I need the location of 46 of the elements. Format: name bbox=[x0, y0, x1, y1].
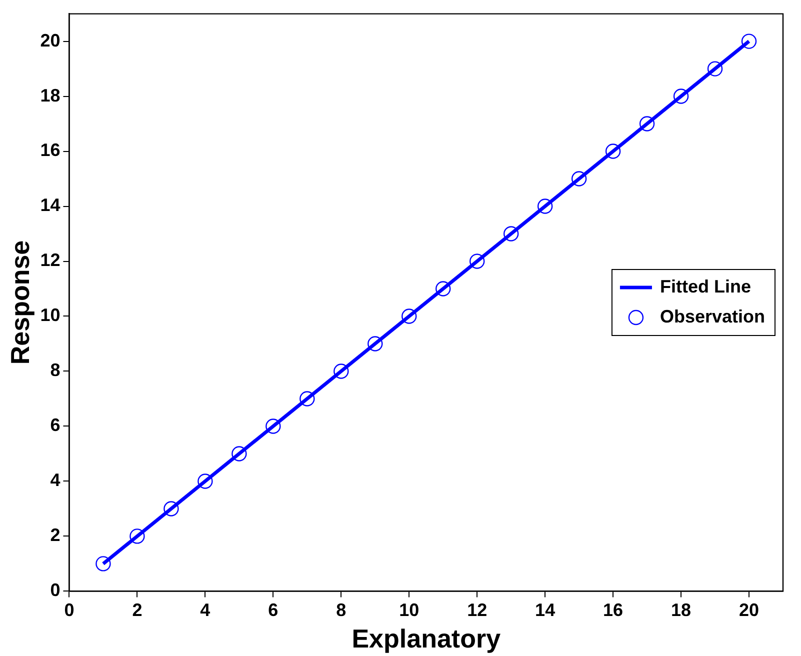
point bbox=[96, 556, 111, 572]
x-tick-label: 18 bbox=[671, 600, 692, 620]
y-tick-label: 18 bbox=[40, 85, 60, 106]
legend-label: Fitted Line bbox=[660, 276, 751, 296]
point bbox=[741, 34, 757, 49]
y-tick-label: 4 bbox=[50, 470, 60, 490]
x-tick-label: 0 bbox=[64, 600, 74, 620]
point bbox=[402, 308, 417, 324]
legend-label: Observation bbox=[660, 306, 765, 326]
point bbox=[334, 364, 349, 379]
point bbox=[707, 61, 723, 76]
point bbox=[436, 281, 451, 296]
x-axis-title: Explanatory bbox=[352, 624, 502, 654]
point bbox=[503, 226, 519, 242]
point bbox=[469, 254, 485, 269]
x-tick-label: 16 bbox=[603, 600, 624, 620]
x-tick-label: 12 bbox=[467, 600, 488, 620]
point bbox=[300, 391, 315, 406]
y-tick-label: 2 bbox=[50, 525, 60, 546]
x-tick-label: 2 bbox=[132, 600, 142, 620]
x-tick-label: 10 bbox=[399, 600, 420, 620]
point bbox=[368, 336, 383, 352]
y-tick-label: 8 bbox=[50, 360, 60, 380]
point bbox=[537, 198, 553, 214]
y-tick-label: 0 bbox=[50, 580, 60, 600]
x-tick-label: 4 bbox=[200, 600, 210, 620]
y-axis-title: Response bbox=[4, 240, 35, 365]
y-tick-label: 14 bbox=[40, 195, 60, 216]
point bbox=[639, 116, 655, 132]
y-tick-label: 6 bbox=[50, 415, 60, 436]
y-tick-label: 16 bbox=[40, 140, 60, 160]
point bbox=[266, 418, 281, 434]
point bbox=[130, 528, 145, 544]
x-tick-label: 14 bbox=[535, 600, 556, 620]
point bbox=[571, 171, 587, 186]
y-tick-label: 20 bbox=[40, 30, 60, 50]
x-tick-label: 20 bbox=[738, 600, 760, 620]
y-tick-label: 12 bbox=[40, 250, 60, 270]
x-tick-label: 6 bbox=[268, 600, 278, 620]
point bbox=[232, 446, 247, 462]
y-tick-label: 10 bbox=[40, 305, 60, 326]
point bbox=[673, 88, 689, 104]
point bbox=[198, 474, 213, 489]
point bbox=[164, 501, 179, 516]
x-tick-label: 8 bbox=[336, 600, 346, 620]
point bbox=[605, 144, 621, 159]
